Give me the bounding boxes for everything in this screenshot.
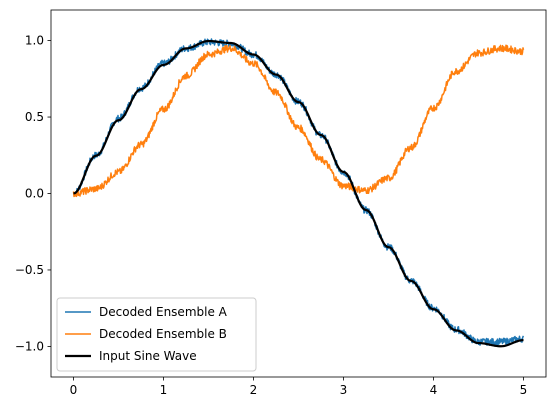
x-tick-label: 1 [160,383,168,397]
x-tick-label: 5 [520,383,528,397]
x-tick-label: 4 [430,383,438,397]
x-axis: 0 1 2 3 4 5 [70,377,528,397]
x-tick-label: 3 [340,383,348,397]
legend-label: Decoded Ensemble A [99,305,228,319]
x-tick-label: 2 [250,383,258,397]
legend-label: Decoded Ensemble B [99,327,227,341]
y-tick-label: 1.0 [25,34,44,48]
y-axis: −1.0 −0.5 0.0 0.5 1.0 [15,34,51,354]
x-tick-label: 0 [70,383,78,397]
y-tick-label: −1.0 [15,339,44,353]
y-tick-label: −0.5 [15,263,44,277]
y-tick-label: 0.0 [25,187,44,201]
legend-label: Input Sine Wave [99,349,197,363]
y-tick-label: 0.5 [25,110,44,124]
legend: Decoded Ensemble A Decoded Ensemble B Inpu… [57,298,256,371]
